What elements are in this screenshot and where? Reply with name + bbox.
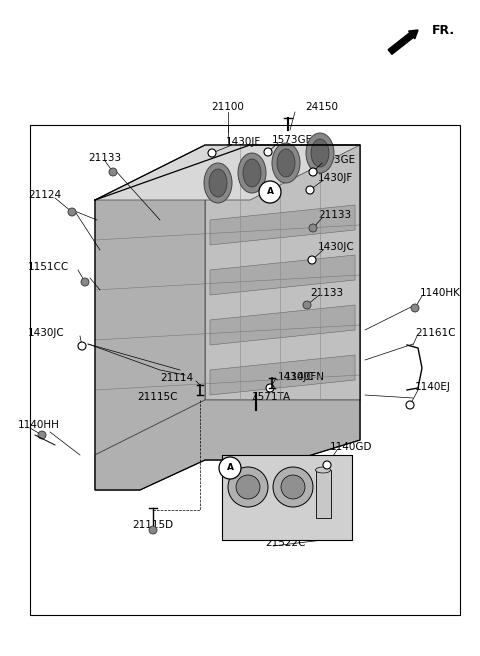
- Text: 24150: 24150: [305, 102, 338, 112]
- Ellipse shape: [311, 139, 329, 167]
- Text: 21161C: 21161C: [415, 328, 456, 338]
- Circle shape: [309, 168, 317, 176]
- Bar: [30, 125, 460, 615]
- Text: 1140HK: 1140HK: [420, 288, 461, 298]
- Text: A: A: [227, 464, 233, 472]
- Text: 21124: 21124: [28, 190, 61, 200]
- Polygon shape: [210, 255, 355, 295]
- Text: 21115C: 21115C: [137, 392, 178, 402]
- Circle shape: [38, 431, 46, 439]
- Circle shape: [273, 467, 313, 507]
- Ellipse shape: [315, 467, 331, 473]
- Text: 25124D: 25124D: [232, 470, 273, 480]
- Text: 21119B: 21119B: [265, 500, 305, 510]
- Polygon shape: [205, 400, 360, 460]
- Circle shape: [149, 526, 157, 534]
- Circle shape: [281, 475, 305, 499]
- Text: 1573GE: 1573GE: [315, 155, 356, 165]
- Polygon shape: [205, 145, 360, 400]
- Circle shape: [264, 148, 272, 156]
- Polygon shape: [95, 400, 205, 490]
- Ellipse shape: [277, 149, 295, 177]
- Bar: [222, 455, 352, 540]
- Text: 1573GE: 1573GE: [272, 135, 313, 145]
- Circle shape: [109, 168, 117, 176]
- Polygon shape: [210, 355, 355, 395]
- Text: 21114: 21114: [160, 373, 193, 383]
- Circle shape: [323, 461, 331, 469]
- FancyArrow shape: [388, 30, 418, 54]
- Bar: [316, 470, 331, 518]
- Ellipse shape: [272, 143, 300, 183]
- Text: 1430JF: 1430JF: [226, 137, 261, 147]
- Circle shape: [228, 467, 268, 507]
- Ellipse shape: [243, 159, 261, 187]
- Circle shape: [303, 301, 311, 309]
- Text: 21133: 21133: [318, 210, 351, 220]
- Polygon shape: [95, 400, 360, 490]
- Text: 21115D: 21115D: [132, 520, 174, 530]
- Text: 1571TA: 1571TA: [252, 392, 291, 402]
- Text: 1430JF: 1430JF: [318, 173, 353, 183]
- Text: 1430JC: 1430JC: [28, 328, 65, 338]
- Circle shape: [306, 186, 314, 194]
- Circle shape: [309, 224, 317, 232]
- Ellipse shape: [306, 133, 334, 173]
- Circle shape: [208, 149, 216, 157]
- Polygon shape: [210, 305, 355, 345]
- Text: 1430JC: 1430JC: [318, 242, 355, 252]
- Circle shape: [219, 457, 241, 479]
- Text: 21133: 21133: [88, 153, 121, 163]
- Circle shape: [78, 342, 86, 350]
- Text: 1140FN: 1140FN: [285, 372, 325, 382]
- Text: 1151CC: 1151CC: [28, 262, 69, 272]
- Circle shape: [411, 304, 419, 312]
- Circle shape: [81, 278, 89, 286]
- Circle shape: [406, 401, 414, 409]
- Ellipse shape: [209, 169, 227, 197]
- Circle shape: [266, 384, 274, 392]
- Text: 1430JC: 1430JC: [278, 372, 315, 382]
- Text: FR.: FR.: [432, 24, 455, 37]
- Polygon shape: [210, 205, 355, 245]
- Bar: [222, 455, 352, 540]
- Text: 1140HH: 1140HH: [18, 420, 60, 430]
- Text: A: A: [266, 188, 274, 197]
- Text: 21100: 21100: [212, 102, 244, 112]
- Circle shape: [259, 181, 281, 203]
- Polygon shape: [95, 145, 205, 455]
- Ellipse shape: [204, 163, 232, 203]
- Polygon shape: [95, 145, 360, 200]
- Circle shape: [236, 475, 260, 499]
- Circle shape: [308, 256, 316, 264]
- Circle shape: [68, 208, 76, 216]
- Text: 21522C: 21522C: [265, 538, 305, 548]
- Text: 1140EJ: 1140EJ: [415, 382, 451, 392]
- Text: 1140GD: 1140GD: [330, 442, 372, 452]
- Text: 21133: 21133: [310, 288, 343, 298]
- Ellipse shape: [238, 153, 266, 193]
